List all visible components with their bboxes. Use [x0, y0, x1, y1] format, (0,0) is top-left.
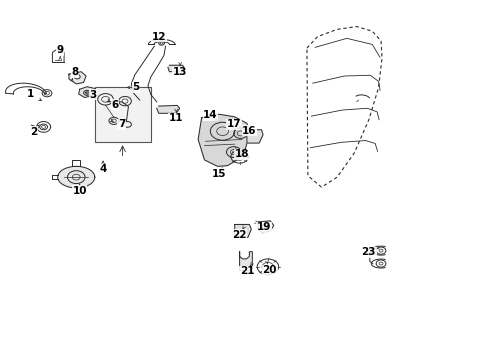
Polygon shape	[58, 166, 95, 188]
Text: 20: 20	[262, 265, 277, 275]
Polygon shape	[246, 130, 263, 143]
Text: 16: 16	[242, 126, 256, 135]
Polygon shape	[69, 72, 86, 84]
Bar	[95, 87, 151, 142]
Text: 21: 21	[239, 266, 254, 276]
Polygon shape	[198, 114, 249, 166]
Text: 2: 2	[30, 127, 38, 136]
Text: 14: 14	[203, 111, 217, 121]
Polygon shape	[167, 65, 183, 72]
Text: 11: 11	[169, 113, 183, 123]
Text: 4: 4	[99, 164, 106, 174]
Text: 19: 19	[256, 222, 271, 232]
Text: 18: 18	[234, 149, 249, 159]
Text: 6: 6	[111, 100, 119, 110]
Text: 10: 10	[72, 186, 87, 196]
Polygon shape	[157, 105, 179, 113]
Text: 1: 1	[27, 89, 35, 99]
Polygon shape	[258, 221, 273, 233]
Text: 8: 8	[71, 67, 78, 77]
Polygon shape	[79, 87, 95, 98]
Text: 9: 9	[57, 45, 63, 55]
Text: 5: 5	[132, 82, 140, 93]
Text: 22: 22	[232, 230, 246, 239]
Text: 17: 17	[226, 120, 241, 129]
Polygon shape	[234, 225, 251, 237]
Text: 3: 3	[89, 90, 97, 100]
Text: 23: 23	[361, 247, 375, 257]
Text: 7: 7	[118, 120, 125, 129]
Text: 15: 15	[211, 168, 226, 179]
Text: 13: 13	[173, 67, 187, 77]
Polygon shape	[239, 252, 252, 271]
Text: 12: 12	[152, 32, 166, 41]
